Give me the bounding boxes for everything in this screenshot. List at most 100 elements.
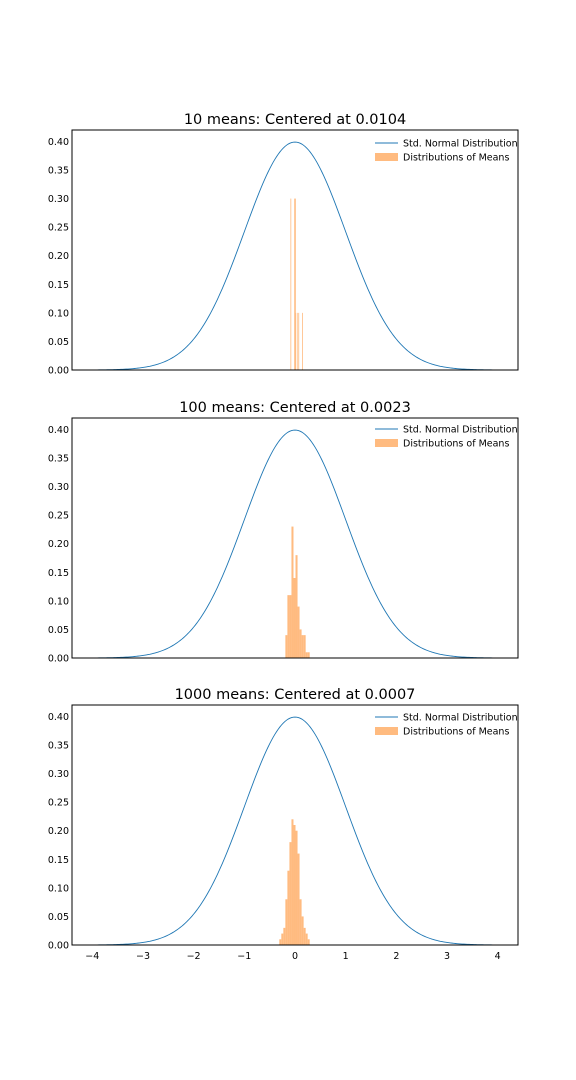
y-tick-label: 0.10 bbox=[48, 308, 69, 319]
x-tick-label: −4 bbox=[85, 951, 99, 962]
x-axis-ticks: −4 −3 −2 −1 0 1 2 3 4 bbox=[85, 951, 500, 962]
axes-frame bbox=[71, 704, 519, 946]
axes-frame bbox=[71, 417, 519, 659]
normal-curve-line bbox=[92, 141, 498, 371]
histogram-bar bbox=[287, 595, 290, 658]
legend-label-means: Distributions of Means bbox=[403, 439, 509, 450]
y-tick-label: 0.40 bbox=[48, 425, 69, 436]
histogram-bar bbox=[297, 606, 300, 658]
y-tick-label: 0.35 bbox=[48, 454, 69, 465]
histogram-bar bbox=[299, 629, 302, 658]
y-tick-label: 0.20 bbox=[48, 826, 69, 837]
histogram-bar bbox=[293, 578, 296, 658]
legend-bar-swatch bbox=[375, 153, 398, 161]
legend-label-means: Distributions of Means bbox=[403, 727, 509, 738]
y-axis-ticks: 0.00 0.05 0.10 0.15 0.20 0.25 0.30 0.35 0.40 bbox=[48, 137, 69, 377]
normal-curve-line bbox=[92, 716, 498, 946]
y-tick-label: 0.25 bbox=[48, 798, 69, 809]
y-tick-label: 0.05 bbox=[48, 337, 69, 348]
histogram-bar bbox=[301, 635, 304, 658]
histogram-bar bbox=[291, 819, 294, 945]
histogram-bars bbox=[290, 198, 303, 370]
histogram-bar bbox=[289, 842, 292, 945]
y-tick-label: 0.00 bbox=[48, 654, 69, 665]
y-tick-label: 0.15 bbox=[48, 568, 69, 579]
x-tick-label: −1 bbox=[237, 951, 251, 962]
histogram-bar bbox=[283, 927, 286, 945]
histogram-bar bbox=[295, 555, 298, 658]
subplot-100-means: 100 means: Centered at 0.0023 0.000.050.… bbox=[48, 400, 519, 665]
x-tick-label: 1 bbox=[343, 951, 349, 962]
histogram-bar bbox=[289, 595, 292, 658]
y-tick-label: 0.15 bbox=[48, 280, 69, 291]
legend-bar-swatch bbox=[375, 439, 398, 447]
histogram-bar bbox=[297, 853, 300, 945]
y-tick-label: 0.30 bbox=[48, 769, 69, 780]
normal-curve-line bbox=[92, 429, 498, 659]
x-tick-label: −2 bbox=[187, 951, 201, 962]
histogram-bar bbox=[295, 198, 296, 370]
histogram-bar bbox=[305, 652, 308, 658]
histogram-bar bbox=[293, 825, 296, 945]
histogram-bar bbox=[299, 899, 302, 945]
histogram-bar bbox=[303, 635, 306, 658]
subplot-title: 10 means: Centered at 0.0104 bbox=[184, 112, 406, 128]
histogram-bar bbox=[287, 870, 290, 945]
y-tick-label: 0.10 bbox=[48, 883, 69, 894]
histogram-bar bbox=[296, 312, 298, 370]
subplot-1000-means: 1000 means: Centered at 0.0007 0.000.050… bbox=[48, 687, 519, 962]
histogram-bar bbox=[294, 198, 296, 370]
y-tick-label: 0.05 bbox=[48, 625, 69, 636]
y-tick-label: 0.30 bbox=[48, 482, 69, 493]
histogram-bar bbox=[281, 933, 284, 945]
y-tick-label: 0.35 bbox=[48, 741, 69, 752]
histogram-bar bbox=[279, 939, 282, 945]
histogram-bar bbox=[302, 312, 303, 370]
y-axis-ticks: 0.00 0.05 0.10 0.15 0.20 0.25 0.30 0.35 0.40 bbox=[48, 712, 69, 952]
legend: Std. Normal Distribution Distributions o… bbox=[375, 713, 518, 738]
subplot-title: 1000 means: Centered at 0.0007 bbox=[175, 687, 416, 703]
histogram-bars bbox=[285, 526, 310, 658]
x-tick-label: 4 bbox=[495, 951, 501, 962]
x-tick-label: 3 bbox=[444, 951, 450, 962]
histogram-bar bbox=[285, 635, 288, 658]
y-tick-label: 0.10 bbox=[48, 596, 69, 607]
y-axis-ticks: 0.00 0.05 0.10 0.15 0.20 0.25 0.30 0.35 0.40 bbox=[48, 425, 69, 665]
y-tick-label: 0.35 bbox=[48, 166, 69, 177]
x-tick-label: −3 bbox=[136, 951, 150, 962]
histogram-bar bbox=[295, 830, 298, 945]
histogram-bar bbox=[307, 939, 310, 945]
y-tick-label: 0.25 bbox=[48, 511, 69, 522]
legend-label-means: Distributions of Means bbox=[403, 153, 509, 164]
y-tick-label: 0.05 bbox=[48, 912, 69, 923]
y-tick-label: 0.25 bbox=[48, 223, 69, 234]
x-tick-label: 0 bbox=[292, 951, 298, 962]
y-tick-label: 0.30 bbox=[48, 194, 69, 205]
y-tick-label: 0.20 bbox=[48, 251, 69, 262]
histogram-bar bbox=[307, 652, 310, 658]
axes-frame bbox=[71, 129, 519, 371]
legend: Std. Normal Distribution Distributions o… bbox=[375, 139, 518, 164]
x-tick-label: 2 bbox=[393, 951, 399, 962]
histogram-bar bbox=[290, 198, 292, 370]
legend-label-normal: Std. Normal Distribution bbox=[403, 713, 518, 724]
legend-label-normal: Std. Normal Distribution bbox=[403, 139, 518, 150]
histogram-bar bbox=[291, 526, 294, 658]
histogram-bar bbox=[285, 899, 288, 945]
y-tick-label: 0.15 bbox=[48, 855, 69, 866]
legend-label-normal: Std. Normal Distribution bbox=[403, 425, 518, 436]
y-tick-label: 0.00 bbox=[48, 366, 69, 377]
y-tick-label: 0.40 bbox=[48, 137, 69, 148]
histogram-bar bbox=[303, 927, 306, 945]
histogram-bar bbox=[301, 916, 304, 945]
legend: Std. Normal Distribution Distributions o… bbox=[375, 425, 518, 450]
subplot-title: 100 means: Centered at 0.0023 bbox=[179, 400, 411, 416]
legend-bar-swatch bbox=[375, 727, 398, 735]
histogram-bars bbox=[279, 819, 310, 945]
y-tick-label: 0.40 bbox=[48, 712, 69, 723]
subplot-10-means: 10 means: Centered at 0.0104 0.00 0.05 0.1… bbox=[48, 112, 519, 377]
y-tick-label: 0.20 bbox=[48, 539, 69, 550]
histogram-bar bbox=[298, 312, 300, 370]
y-tick-label: 0.00 bbox=[48, 941, 69, 952]
